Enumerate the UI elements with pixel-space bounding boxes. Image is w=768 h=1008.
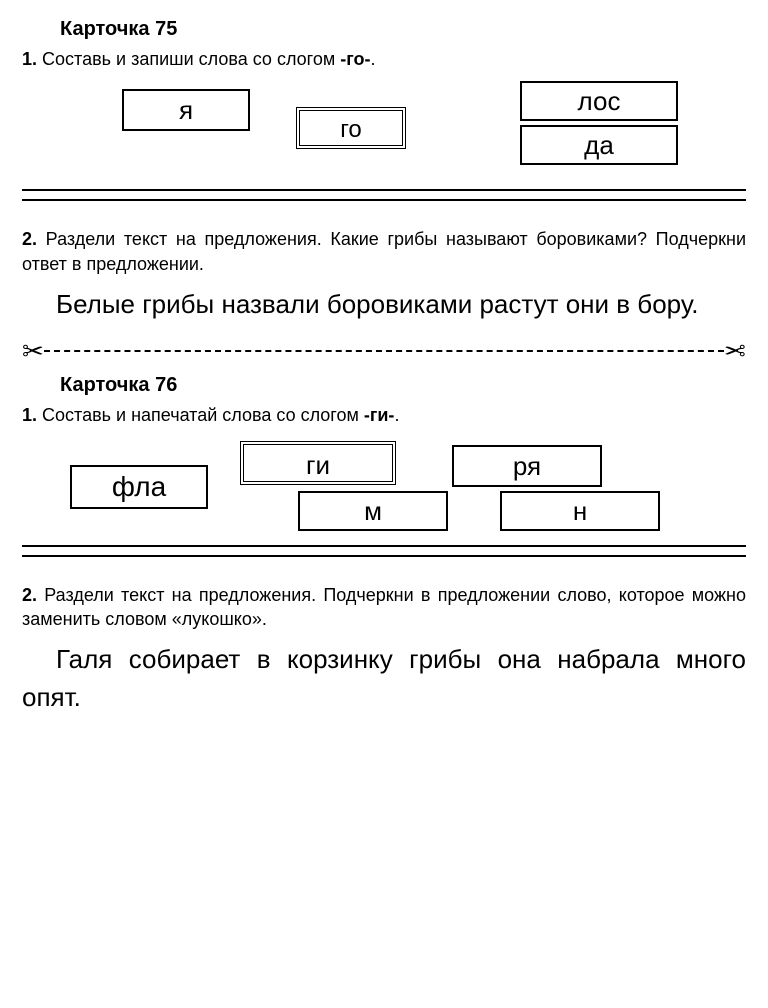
instr-text: Составь и запиши слова со слогом (37, 49, 340, 69)
syllable-box-n: н (500, 491, 660, 531)
cut-dash (44, 350, 724, 352)
instr-text: Составь и напечатай слова со слогом (37, 405, 364, 425)
instr-post: . (394, 405, 399, 425)
syllable-box-gi: ги (240, 441, 396, 485)
card76-syllable-boxes: фла ги ря м н (22, 437, 746, 537)
syllable-box-da: да (520, 125, 678, 165)
instr-text: Раздели текст на предложения. Какие гриб… (22, 229, 746, 273)
task-number: 1. (22, 49, 37, 69)
card75-task2-instruction: 2. Раздели текст на предложения. Какие г… (22, 227, 746, 276)
writing-line (22, 555, 746, 557)
card75-task1-instruction: 1. Составь и запиши слова со слогом -го-… (22, 47, 746, 71)
card76-title: Карточка 76 (60, 374, 746, 397)
writing-line (22, 189, 746, 191)
writing-line (22, 545, 746, 547)
card76-body-text: Галя собирает в корзинку грибы она набра… (22, 641, 746, 716)
syllable-box-fla: фла (70, 465, 208, 509)
scissors-icon: ✂ (724, 338, 746, 364)
scissors-icon: ✂ (22, 338, 44, 364)
task-number: 2. (22, 585, 37, 605)
syllable-box-m: м (298, 491, 448, 531)
card75-body-text: Белые грибы назвали боровиками растут он… (22, 286, 746, 324)
syllable-box-go: го (296, 107, 406, 149)
instr-accent: -ги- (364, 405, 395, 425)
card76-task2-instruction: 2. Раздели текст на предложения. Подчерк… (22, 583, 746, 632)
card76-task1-instruction: 1. Составь и напечатай слова со слогом -… (22, 403, 746, 427)
instr-accent: -го- (340, 49, 370, 69)
instr-text: Раздели текст на предложения. Подчеркни … (22, 585, 746, 629)
card75-title: Карточка 75 (60, 18, 746, 41)
syllable-box-los: лос (520, 81, 678, 121)
card75-syllable-boxes: я го лос да (22, 81, 746, 181)
instr-post: . (370, 49, 375, 69)
cut-line: ✂ ✂ (22, 338, 746, 364)
writing-line (22, 199, 746, 201)
task-number: 2. (22, 229, 37, 249)
task-number: 1. (22, 405, 37, 425)
syllable-box-rya: ря (452, 445, 602, 487)
syllable-box-ya: я (122, 89, 250, 131)
